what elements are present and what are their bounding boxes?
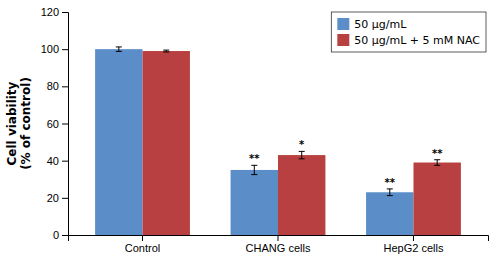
- y-tick-mark: [62, 235, 68, 236]
- x-tick-label: CHANG cells: [246, 242, 311, 254]
- annotations: *******: [249, 139, 443, 188]
- bar: [413, 163, 460, 235]
- bar: [95, 49, 142, 235]
- y-tick-label: 100: [41, 43, 59, 55]
- error-bar: [163, 50, 169, 52]
- y-axis-line: [62, 13, 69, 236]
- x-axis-line: [69, 236, 489, 242]
- y-tick: 80: [47, 80, 68, 92]
- bar: [366, 192, 413, 235]
- y-tick: 20: [47, 192, 68, 204]
- bar: [231, 170, 278, 235]
- y-tick-mark: [62, 198, 68, 199]
- legend-label: 50 μg/mL + 5 mM NAC: [354, 34, 480, 47]
- chart: *******020406080100120ControlCHANG cells…: [0, 0, 500, 263]
- error-bar: [434, 160, 440, 166]
- y-axis: 0 20 40 60 80 100 120: [41, 6, 69, 241]
- bar-series: [143, 50, 461, 235]
- y-tick: 100: [41, 43, 68, 55]
- x-tick-label: Control: [125, 242, 160, 254]
- y-tick-mark: [62, 124, 68, 125]
- x-tick-mark: [413, 235, 414, 241]
- y-tick-mark: [62, 12, 68, 13]
- significance-label: **: [385, 177, 396, 188]
- significance-label: **: [432, 148, 443, 159]
- x-axis: Control CHANG cells HepG2 cells: [69, 235, 489, 254]
- error-bar: [116, 47, 122, 51]
- error-bar: [251, 165, 257, 174]
- significance-label: **: [249, 153, 260, 164]
- legend-item: 50 μg/mL: [337, 18, 407, 31]
- plot: *******020406080100120ControlCHANG cells…: [41, 6, 489, 254]
- error-bar: [299, 151, 305, 158]
- y-tick: 60: [47, 118, 68, 130]
- significance-label: *: [299, 139, 305, 150]
- bar: [143, 51, 190, 235]
- legend-item: 50 μg/mL + 5 mM NAC: [337, 34, 480, 47]
- bar-series: [95, 47, 413, 235]
- y-tick-mark: [62, 86, 68, 87]
- y-tick: 120: [41, 6, 68, 18]
- x-tick: Control: [125, 235, 160, 254]
- y-tick-mark: [62, 49, 68, 50]
- legend-label: 50 μg/mL: [354, 18, 407, 31]
- bar: [278, 155, 325, 235]
- legend-frame: [331, 12, 486, 52]
- y-tick: 40: [47, 155, 68, 167]
- x-tick-mark: [142, 235, 143, 241]
- y-tick-label: 20: [47, 192, 59, 204]
- y-tick: 0: [53, 229, 68, 241]
- legend-swatch: [337, 18, 349, 30]
- y-tick-label: 60: [47, 118, 59, 130]
- x-tick-label: HepG2 cells: [384, 242, 444, 254]
- x-tick: HepG2 cells: [384, 235, 444, 254]
- legend-swatch: [337, 34, 349, 46]
- x-tick: CHANG cells: [246, 235, 311, 254]
- x-tick-mark: [278, 235, 279, 241]
- marks: [95, 47, 461, 235]
- y-axis-title: Cell viability(% of control): [5, 77, 33, 170]
- y-tick-label: 40: [47, 155, 59, 167]
- y-tick-label: 0: [53, 229, 59, 241]
- y-tick-mark: [62, 161, 68, 162]
- y-tick-label: 120: [41, 6, 59, 18]
- legend: 50 μg/mL 50 μg/mL + 5 mM NAC: [331, 12, 486, 52]
- y-tick-label: 80: [47, 80, 59, 92]
- error-bar: [387, 189, 393, 196]
